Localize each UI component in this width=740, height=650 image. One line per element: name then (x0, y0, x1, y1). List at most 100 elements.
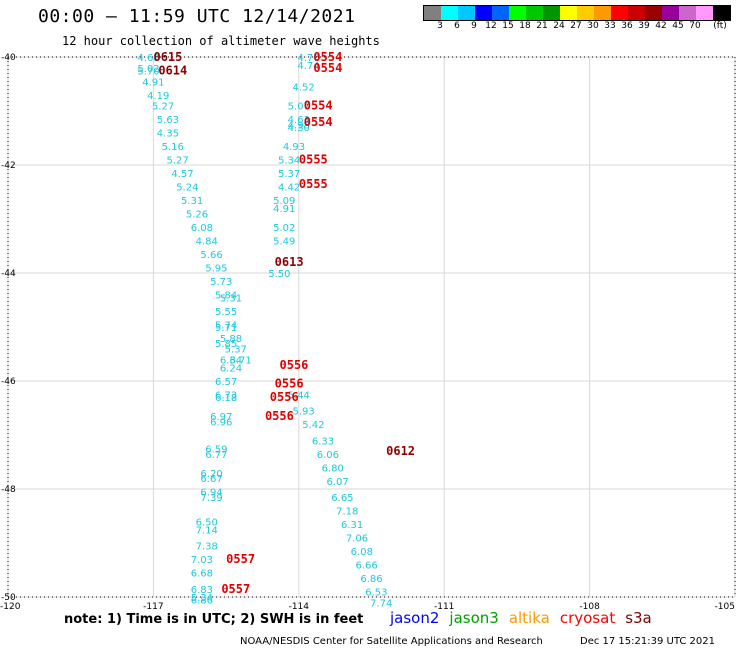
legend-item-jason2: jason2 (390, 609, 440, 627)
swh-value-label: 6.97 (210, 412, 232, 423)
scale-label: 30 (587, 21, 599, 31)
swh-value-label: 5.02 (137, 64, 159, 75)
swh-value-label: 4.93 (283, 142, 305, 153)
scale-swatch (492, 6, 509, 20)
color-scale-labels: 3 6 9 12 15 18 21 24 27 30 33 36 39 42 45 70 (ft) (423, 21, 740, 33)
pass-time-label: 0555 (299, 177, 328, 191)
scale-label: 24 (553, 21, 565, 31)
legend-item-jason3: jason3 (449, 609, 499, 627)
swh-value-label: 4.57 (171, 169, 193, 180)
swh-value-label: 6.06 (317, 450, 339, 461)
swh-value-label: 5.88 (220, 334, 242, 345)
swh-value-label: 5.31 (181, 196, 203, 207)
scale-label: 12 (485, 21, 497, 31)
swh-value-label: 5.37 (225, 345, 247, 356)
swh-value-label: 5.27 (167, 156, 189, 167)
swh-value-label: 7.14 (196, 526, 218, 537)
swh-value-label: 6.94 (200, 488, 222, 499)
x-tick-label: -117 (143, 602, 163, 610)
swh-value-label: 6.50 (196, 517, 218, 528)
pass-time-label: 0557 (226, 552, 255, 566)
swh-value-label: 5.34 (278, 156, 300, 167)
scale-swatch (577, 6, 594, 20)
scale-swatch (509, 6, 526, 20)
scale-swatch (475, 6, 492, 20)
swh-value-label: 5.07 (288, 102, 310, 113)
scale-label: 45 (672, 21, 684, 31)
swh-value-label: 5.63 (157, 115, 179, 126)
pass-time-label: 0554 (313, 50, 342, 64)
x-tick-label: -108 (579, 602, 600, 610)
scale-label: 9 (471, 21, 477, 31)
swh-value-label: 4.19 (147, 91, 169, 102)
scale-swatch (696, 6, 713, 20)
swh-value-label: 5.93 (293, 407, 315, 418)
swh-value-label: 7.74 (370, 598, 392, 609)
swh-value-label: 4.52 (293, 83, 315, 94)
page-subtitle: 12 hour collection of altimeter wave hei… (62, 34, 380, 48)
swh-value-label: 5.73 (210, 277, 232, 288)
swh-value-label: 5.09 (273, 196, 295, 207)
x-tick-label: -120 (0, 602, 21, 610)
swh-value-label: 7.03 (191, 555, 213, 566)
pass-time-label: 0613 (275, 255, 304, 269)
swh-value-label: 6.77 (205, 450, 227, 461)
swh-value-label: 6.67 (200, 474, 222, 485)
swh-value-label: 6.57 (215, 377, 237, 388)
swh-value-label: 6.31 (341, 520, 363, 531)
pass-time-label: 0612 (386, 444, 415, 458)
swh-value-label: 5.84 (215, 291, 237, 302)
scale-swatch (424, 6, 441, 20)
wave-height-map: -40 -42 -44 -46 -48 -50-120 -117 -114 -111 -108 -1… (0, 50, 736, 610)
swh-value-label: 6.18 (215, 393, 237, 404)
swh-value-label: 5.74 (215, 320, 237, 331)
swh-value-label: 5.55 (215, 307, 237, 318)
swh-value-label: 5.27 (152, 102, 174, 113)
swh-value-label: 4.63 (288, 115, 310, 126)
pass-time-label: 0555 (299, 153, 328, 167)
page-title: 00:00 – 11:59 UTC 12/14/2021 (38, 6, 356, 27)
swh-value-label: 4.30 (288, 123, 310, 134)
x-tick-label: -111 (434, 602, 454, 610)
scale-label: 3 (437, 21, 443, 31)
swh-value-label: 7.38 (196, 542, 218, 553)
swh-value-label: 6.08 (351, 547, 373, 558)
pass-time-label: 0556 (270, 390, 299, 404)
swh-value-label: 5.34 (191, 593, 213, 604)
swh-value-label: 6.96 (210, 418, 232, 429)
swh-value-label: 6.71 (230, 355, 252, 366)
credit-line: NOAA/NESDIS Center for Satellite Applica… (240, 636, 543, 647)
pass-time-label: 0615 (153, 50, 182, 64)
scale-swatch (662, 6, 679, 20)
scale-label: (ft) (713, 21, 727, 31)
swh-value-label: 4.42 (278, 183, 300, 194)
swh-value-label: 4.68 (137, 53, 159, 64)
scale-label: 21 (536, 21, 548, 31)
scale-swatch (679, 6, 696, 20)
scale-swatch (628, 6, 645, 20)
swh-value-label: 6.08 (191, 223, 213, 234)
pass-time-label: 0554 (304, 115, 333, 129)
scale-swatch (526, 6, 543, 20)
y-tick-label: -40 (1, 53, 16, 63)
y-tick-label: -48 (1, 485, 16, 495)
y-tick-label: -42 (1, 161, 16, 171)
scale-swatch (543, 6, 560, 20)
x-tick-label: -105 (715, 602, 735, 610)
swh-value-label: 5.31 (220, 293, 242, 304)
y-tick-label: -44 (1, 269, 16, 279)
scale-swatch (458, 6, 475, 20)
swh-value-label: 6.07 (326, 477, 348, 488)
scale-label: 6 (454, 21, 460, 31)
swh-value-label: 7.39 (200, 493, 222, 504)
x-tick-label: -114 (289, 602, 310, 610)
swh-value-label: 6.53 (365, 588, 387, 599)
pass-time-label: 0556 (265, 409, 294, 423)
pass-time-label: 0557 (221, 582, 250, 596)
swh-value-label: 5.44 (288, 391, 310, 402)
scale-swatch (441, 6, 458, 20)
scale-label: 15 (502, 21, 514, 31)
swh-value-label: 5.24 (176, 183, 198, 194)
swh-value-label: 5.16 (162, 142, 184, 153)
